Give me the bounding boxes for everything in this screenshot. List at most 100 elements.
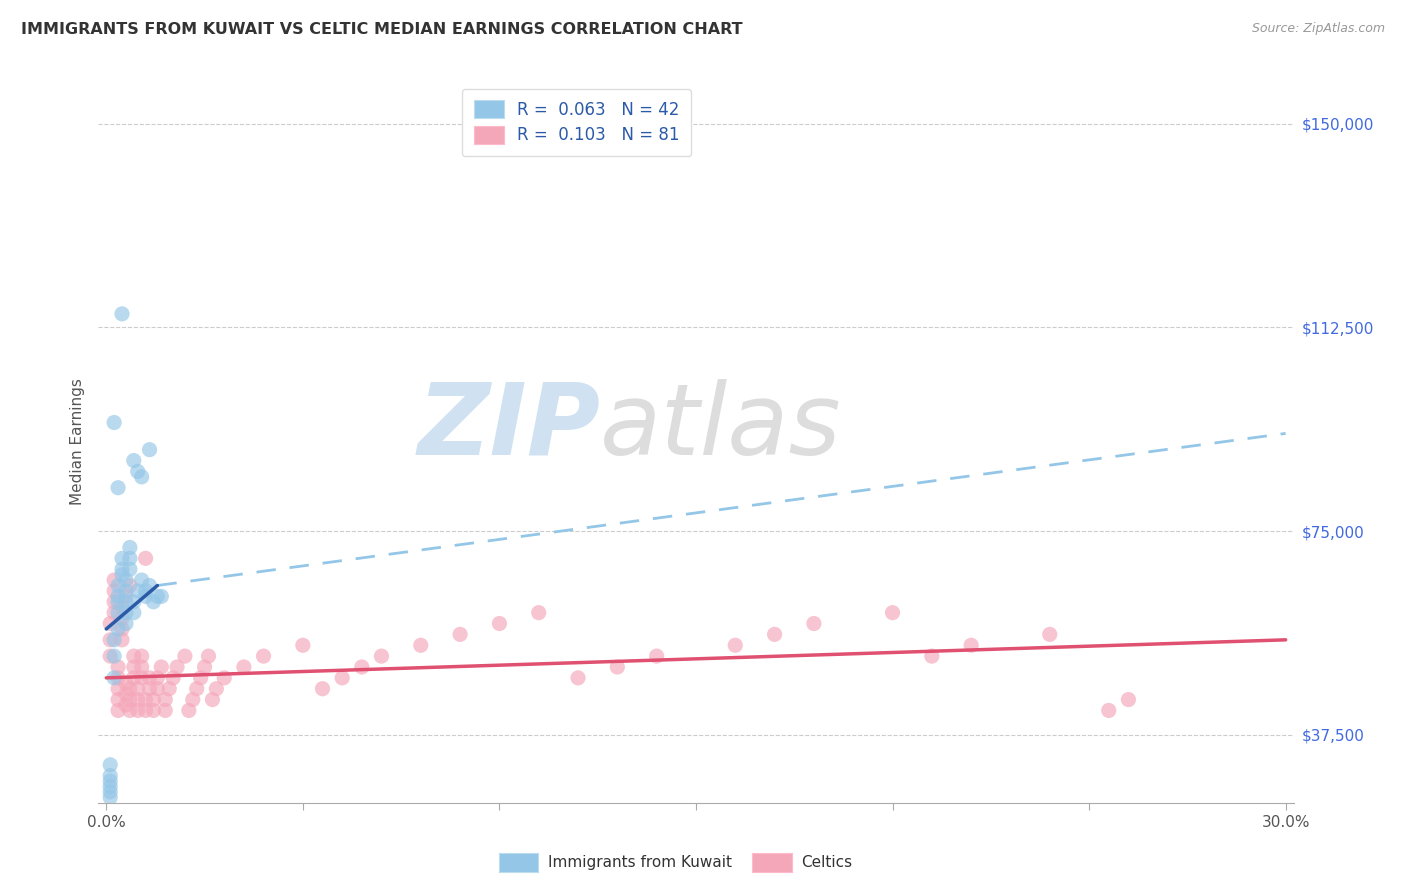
- Point: [330, 671, 353, 685]
- Point: [127, 583, 149, 598]
- Point: [115, 573, 138, 587]
- Point: [567, 671, 589, 685]
- Point: [370, 649, 392, 664]
- Point: [127, 692, 149, 706]
- Point: [1118, 692, 1140, 706]
- Point: [107, 692, 129, 706]
- Point: [131, 671, 153, 685]
- Point: [103, 632, 125, 647]
- Point: [190, 671, 212, 685]
- Point: [103, 416, 125, 430]
- Point: [960, 638, 983, 652]
- Point: [98, 790, 121, 805]
- Point: [103, 606, 125, 620]
- Point: [350, 660, 373, 674]
- Point: [146, 671, 169, 685]
- Point: [107, 671, 129, 685]
- Point: [724, 638, 747, 652]
- Point: [131, 470, 153, 484]
- Point: [107, 681, 129, 696]
- Point: [103, 671, 125, 685]
- Point: [146, 681, 169, 696]
- Point: [111, 551, 134, 566]
- Point: [98, 649, 121, 664]
- Point: [122, 453, 145, 467]
- Point: [150, 660, 173, 674]
- Text: IMMIGRANTS FROM KUWAIT VS CELTIC MEDIAN EARNINGS CORRELATION CHART: IMMIGRANTS FROM KUWAIT VS CELTIC MEDIAN …: [21, 22, 742, 37]
- Point: [111, 611, 134, 625]
- Point: [527, 606, 550, 620]
- Text: ZIP: ZIP: [418, 378, 600, 475]
- Point: [138, 578, 160, 592]
- Point: [118, 692, 141, 706]
- Point: [122, 595, 145, 609]
- Point: [645, 649, 668, 664]
- Point: [157, 681, 180, 696]
- Point: [155, 692, 177, 706]
- Point: [127, 681, 149, 696]
- Point: [107, 481, 129, 495]
- Point: [122, 606, 145, 620]
- Point: [118, 551, 141, 566]
- Legend: R =  0.063   N = 42, R =  0.103   N = 81: R = 0.063 N = 42, R = 0.103 N = 81: [463, 88, 690, 156]
- Point: [118, 541, 141, 555]
- Point: [107, 622, 129, 636]
- Point: [115, 595, 138, 609]
- Point: [127, 464, 149, 478]
- Point: [103, 649, 125, 664]
- Point: [131, 649, 153, 664]
- Point: [921, 649, 943, 664]
- Point: [135, 551, 157, 566]
- Point: [98, 769, 121, 783]
- Point: [193, 660, 215, 674]
- Point: [103, 595, 125, 609]
- Point: [142, 703, 165, 717]
- Point: [135, 590, 157, 604]
- Text: atlas: atlas: [600, 378, 842, 475]
- Point: [311, 681, 333, 696]
- Point: [174, 649, 197, 664]
- Point: [107, 590, 129, 604]
- Point: [127, 703, 149, 717]
- Point: [115, 687, 138, 701]
- Point: [118, 578, 141, 592]
- Point: [162, 671, 184, 685]
- Point: [135, 692, 157, 706]
- Point: [107, 660, 129, 674]
- Point: [115, 590, 138, 604]
- Point: [166, 660, 188, 674]
- Point: [138, 442, 160, 457]
- Point: [150, 590, 173, 604]
- Point: [138, 681, 160, 696]
- Point: [409, 638, 432, 652]
- Point: [177, 703, 200, 717]
- Point: [1098, 703, 1121, 717]
- Point: [186, 681, 208, 696]
- Point: [146, 590, 169, 604]
- Text: Immigrants from Kuwait: Immigrants from Kuwait: [548, 855, 733, 870]
- Point: [122, 649, 145, 664]
- Point: [155, 703, 177, 717]
- Point: [111, 567, 134, 582]
- Point: [131, 660, 153, 674]
- Point: [115, 606, 138, 620]
- Point: [606, 660, 628, 674]
- Point: [115, 583, 138, 598]
- Point: [212, 671, 235, 685]
- Point: [111, 307, 134, 321]
- Point: [118, 703, 141, 717]
- Point: [107, 595, 129, 609]
- Point: [142, 595, 165, 609]
- Y-axis label: Median Earnings: Median Earnings: [70, 378, 86, 505]
- Point: [118, 562, 141, 576]
- Point: [98, 785, 121, 799]
- Point: [803, 616, 825, 631]
- Point: [115, 676, 138, 690]
- Point: [118, 681, 141, 696]
- Point: [98, 757, 121, 772]
- Point: [205, 681, 228, 696]
- Point: [98, 780, 121, 794]
- Point: [122, 660, 145, 674]
- Point: [135, 703, 157, 717]
- Point: [107, 703, 129, 717]
